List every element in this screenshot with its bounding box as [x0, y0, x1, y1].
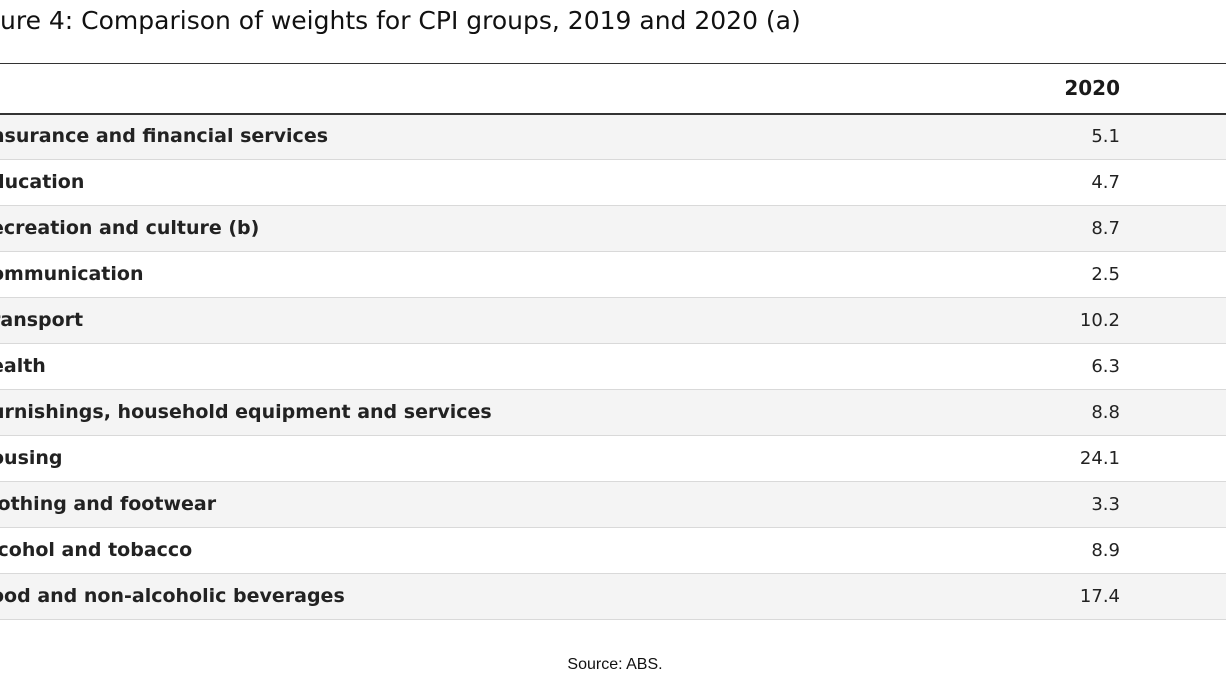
row-label-cell: ducation: [0, 159, 1000, 206]
value-2020: 3.3: [1000, 481, 1140, 528]
value-2020: 8.7: [1000, 205, 1140, 252]
row-label-cell: urnishings, household equipment and serv…: [0, 389, 1000, 436]
value-2020: 8.9: [1000, 527, 1140, 574]
value-2020: 2.5: [1000, 251, 1140, 298]
weights-table: 2020 201 nsurance and financial services…: [0, 63, 1226, 620]
row-label-cell: ousing: [0, 435, 1000, 482]
table-row: lcohol and tobacco 8.97.: [0, 527, 1226, 574]
row-label-cell: nsurance and financial services: [0, 113, 1000, 160]
value-2020: 6.3: [1000, 343, 1140, 390]
value-2019: 12.: [1140, 205, 1226, 252]
row-label: lcohol and tobacco: [0, 538, 193, 561]
table-body: nsurance and financial services5.15.duca…: [0, 113, 1226, 620]
row-label: ommunication: [0, 262, 144, 285]
value-2020: 17.4: [1000, 573, 1140, 620]
header-row: 2020 201: [0, 63, 1226, 114]
value-2019: 7.: [1140, 527, 1226, 574]
value-2019: 22.: [1140, 435, 1226, 482]
table-row: lothing and footwear 3.33.: [0, 481, 1226, 528]
row-label-cell: ransport: [0, 297, 1000, 344]
value-2020: 24.1: [1000, 435, 1140, 482]
value-2020: 4.7: [1000, 159, 1140, 206]
table-row: ecreation and culture (b) 8.712.: [0, 205, 1226, 252]
row-label-cell: ecreation and culture (b): [0, 205, 1000, 252]
row-label: ecreation and culture (b): [0, 216, 260, 239]
value-2019: 5.: [1140, 343, 1226, 390]
row-label-cell: lcohol and tobacco: [0, 527, 1000, 574]
value-2019: 2.: [1140, 251, 1226, 298]
table-row: ommunication 2.52.: [0, 251, 1226, 298]
header-2020: 2020: [1064, 76, 1120, 101]
row-label-cell: ood and non-alcoholic beverages: [0, 573, 1000, 620]
value-2019: 8.: [1140, 389, 1226, 436]
header-label: [0, 64, 1000, 114]
table-row: ducation 4.74.: [0, 159, 1226, 206]
table-row: urnishings, household equipment and serv…: [0, 389, 1226, 436]
row-label: lothing and footwear: [0, 492, 217, 515]
table-row: nsurance and financial services 5.15.: [0, 113, 1226, 160]
source-note: Source: ABS.: [567, 656, 663, 673]
value-2020: 10.2: [1000, 297, 1140, 344]
weights-table-container: 2020 201 nsurance and financial services…: [0, 63, 1226, 620]
figure-title: ure 4: Comparison of weights for CPI gro…: [0, 6, 801, 35]
row-label: ealth: [0, 354, 46, 377]
row-label: ousing: [0, 446, 63, 469]
value-2019: 15.: [1140, 573, 1226, 620]
row-label: ood and non-alcoholic beverages: [0, 584, 345, 607]
row-label-cell: lothing and footwear: [0, 481, 1000, 528]
table-header: 2020 201: [0, 63, 1226, 114]
row-label: ducation: [0, 170, 85, 193]
row-label: urnishings, household equipment and serv…: [0, 400, 492, 423]
value-2019: 3.: [1140, 481, 1226, 528]
row-label: nsurance and financial services: [0, 124, 329, 147]
header-2019: 201: [1140, 64, 1226, 114]
value-2019: 4.: [1140, 159, 1226, 206]
row-label: ransport: [0, 308, 84, 331]
row-label-cell: ommunication: [0, 251, 1000, 298]
table-row: ealth 6.35.: [0, 343, 1226, 390]
value-2019: 10.: [1140, 297, 1226, 344]
value-2019: 5.: [1140, 113, 1226, 160]
value-2020: 8.8: [1000, 389, 1140, 436]
table-row: ousing 24.122.: [0, 435, 1226, 482]
value-2020: 5.1: [1000, 113, 1140, 160]
row-label-cell: ealth: [0, 343, 1000, 390]
table-row: ood and non-alcoholic beverages 17.415.: [0, 573, 1226, 620]
table-row: ransport 10.210.: [0, 297, 1226, 344]
